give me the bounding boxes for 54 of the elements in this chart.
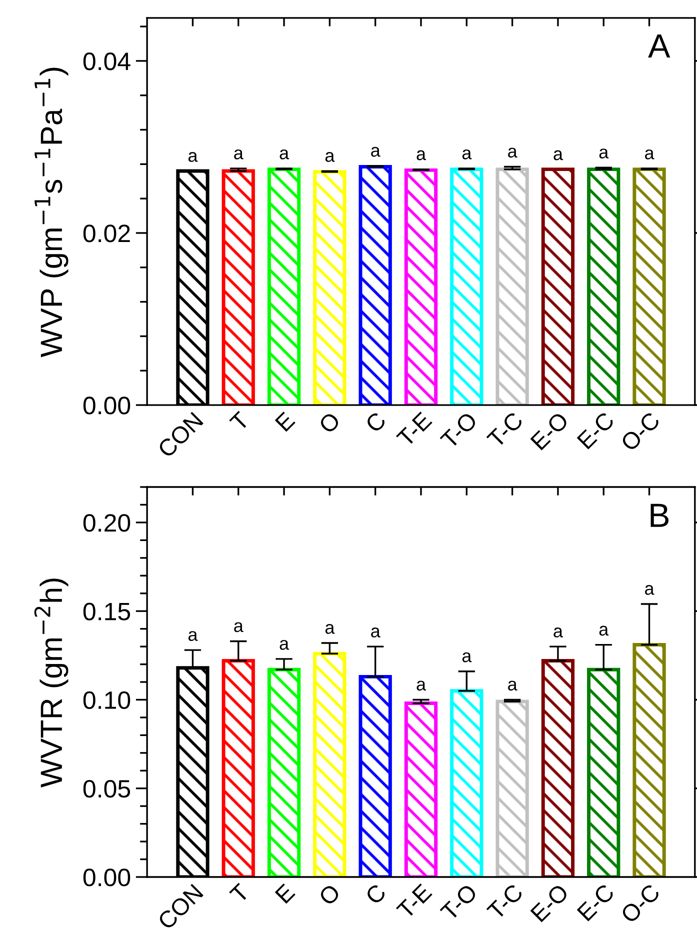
annotation: a (325, 624, 335, 634)
annotation: a (462, 652, 472, 662)
x-tick-label: T (229, 410, 250, 432)
y-tick-label: 0.20 (83, 514, 130, 532)
x-tick-label: C (364, 411, 387, 434)
annotation: a (416, 680, 426, 691)
y-tick-label: 0.02 (83, 224, 130, 242)
x-tick-label: O (318, 411, 342, 434)
y-axis-title: WVTR (gm$^{−2}$h) (34, 578, 68, 788)
annotation: a (371, 146, 380, 157)
annotation: a (416, 150, 426, 160)
y-tick-label: 0.15 (83, 602, 130, 620)
x-tick-label: O-C (620, 882, 661, 924)
x-tick-label: O (318, 883, 342, 906)
x-tick-label: T-C (486, 410, 524, 449)
x-tick-label: E-O (530, 883, 570, 922)
annotation: a (462, 149, 472, 160)
y-axis-title: WVP (gm$^{−1}$s$^{−1}$Pa$^{−1}$) (34, 68, 68, 358)
annotation: a (280, 640, 290, 650)
annotation: a (234, 149, 244, 160)
annotation: a (234, 622, 244, 632)
annotation: A (648, 34, 670, 58)
annotation: a (188, 152, 198, 162)
y-tick-label: 0.10 (83, 691, 130, 710)
annotation: a (554, 150, 563, 160)
annotation: a (508, 680, 518, 691)
annotation: a (554, 628, 563, 638)
x-tick-label: E-O (530, 411, 570, 450)
x-tick-label: T-E (396, 411, 432, 448)
x-tick-label: T-O (440, 411, 478, 450)
x-tick-label: E (274, 411, 296, 432)
x-tick-label: T-O (440, 883, 478, 922)
x-tick-label: C (364, 882, 387, 906)
x-tick-label: E (274, 883, 296, 904)
x-tick-label: E-C (576, 882, 616, 922)
x-tick-label: T-E (396, 883, 432, 920)
y-tick-label: 0.04 (83, 52, 130, 70)
annotation: a (371, 628, 380, 638)
y-tick-label: 0.05 (83, 780, 130, 798)
annotation: a (645, 149, 654, 160)
annotation: a (188, 631, 198, 641)
x-tick-label: T-C (486, 882, 524, 921)
annotation: a (645, 584, 654, 595)
y-tick-label: 0.00 (83, 868, 130, 886)
annotation: a (508, 148, 518, 158)
x-tick-label: O-C (620, 411, 661, 452)
annotation: a (280, 149, 290, 160)
x-tick-label: E-C (576, 411, 616, 450)
x-tick-label: T (229, 882, 250, 904)
annotation: a (599, 148, 609, 158)
y-tick-label: 0.00 (83, 396, 130, 414)
annotation: a (325, 152, 335, 162)
annotation: B (650, 504, 668, 527)
annotation: a (599, 626, 609, 636)
